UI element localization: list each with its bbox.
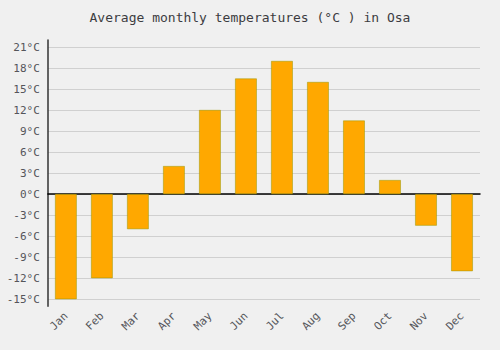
svg-text:Dec: Dec bbox=[443, 310, 466, 333]
svg-text:Average monthly temperatures (: Average monthly temperatures (°C ) in Os… bbox=[90, 10, 411, 25]
svg-text:Jun: Jun bbox=[227, 310, 250, 333]
svg-text:May: May bbox=[191, 309, 214, 332]
svg-text:Oct: Oct bbox=[371, 310, 394, 333]
svg-text:15°C: 15°C bbox=[13, 83, 40, 96]
svg-text:12°C: 12°C bbox=[13, 104, 40, 117]
svg-text:Sep: Sep bbox=[335, 310, 358, 333]
svg-text:18°C: 18°C bbox=[13, 62, 40, 75]
svg-text:6°C: 6°C bbox=[20, 146, 40, 159]
svg-text:-15°C: -15°C bbox=[7, 293, 40, 306]
svg-text:Mar: Mar bbox=[119, 309, 142, 332]
svg-text:-3°C: -3°C bbox=[13, 209, 40, 222]
svg-text:-12°C: -12°C bbox=[7, 272, 40, 285]
svg-text:Feb: Feb bbox=[83, 310, 106, 333]
svg-text:21°C: 21°C bbox=[13, 41, 40, 54]
svg-text:Nov: Nov bbox=[407, 309, 430, 332]
svg-text:Jan: Jan bbox=[47, 310, 70, 333]
svg-text:Jul: Jul bbox=[263, 310, 286, 333]
svg-text:3°C: 3°C bbox=[20, 167, 40, 180]
svg-text:9°C: 9°C bbox=[20, 125, 40, 138]
svg-text:0°C: 0°C bbox=[20, 188, 40, 201]
svg-text:Apr: Apr bbox=[155, 309, 178, 332]
svg-text:Aug: Aug bbox=[299, 310, 322, 333]
svg-text:-6°C: -6°C bbox=[13, 230, 40, 243]
svg-text:-9°C: -9°C bbox=[13, 251, 40, 264]
